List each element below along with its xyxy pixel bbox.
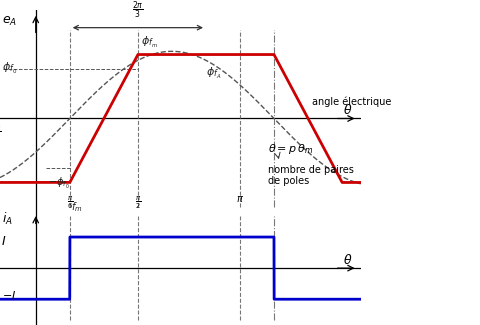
Text: $\phi_{f_A}$: $\phi_{f_A}$	[205, 66, 221, 81]
Text: $\theta$: $\theta$	[342, 254, 351, 267]
Text: $\frac{2\pi}{3}$: $\frac{2\pi}{3}$	[132, 0, 144, 21]
Text: $e_A$: $e_A$	[2, 15, 17, 28]
Text: $\theta$: $\theta$	[342, 103, 351, 117]
Text: $\theta = p\,\theta_m$: $\theta = p\,\theta_m$	[268, 142, 313, 156]
Text: $\frac{\pi}{2}$: $\frac{\pi}{2}$	[134, 194, 141, 211]
Text: $-$I: $-$I	[2, 289, 16, 301]
Text: $\phi_{f_m}$: $\phi_{f_m}$	[141, 35, 158, 50]
Text: I: I	[2, 235, 6, 248]
Text: $-\phi_{f_0}$: $-\phi_{f_0}$	[48, 176, 69, 191]
Text: $i_A$: $i_A$	[2, 211, 13, 227]
Text: $-\frac{\pi}{6}$: $-\frac{\pi}{6}$	[0, 124, 2, 141]
Text: nombre de paires: nombre de paires	[268, 165, 354, 175]
Text: $f_m$: $f_m$	[72, 201, 83, 214]
Text: $\frac{\pi}{6}$: $\frac{\pi}{6}$	[66, 194, 73, 211]
Text: $\phi_{f_0}$: $\phi_{f_0}$	[2, 61, 17, 76]
Text: $\pi$: $\pi$	[236, 194, 243, 204]
Text: angle électrique: angle électrique	[312, 97, 391, 107]
Text: de poles: de poles	[268, 176, 309, 186]
